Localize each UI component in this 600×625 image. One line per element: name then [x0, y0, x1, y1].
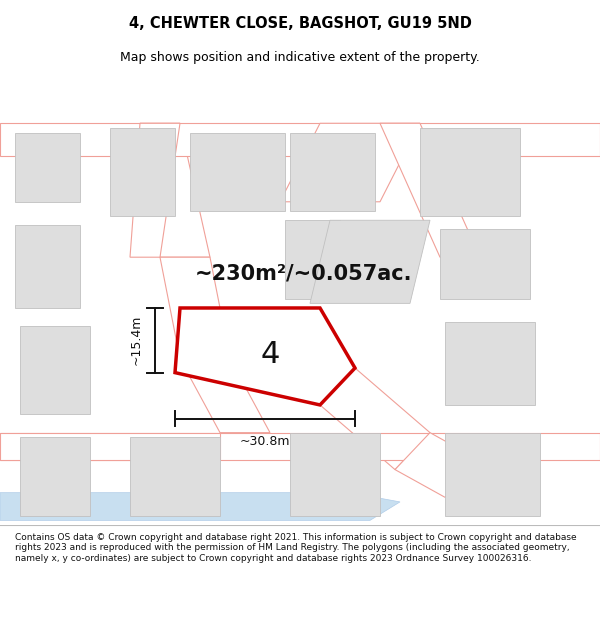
- Polygon shape: [180, 359, 270, 432]
- Polygon shape: [290, 432, 380, 516]
- Polygon shape: [285, 220, 340, 299]
- Polygon shape: [110, 128, 175, 216]
- Polygon shape: [130, 438, 220, 516]
- Text: 4: 4: [260, 339, 280, 369]
- Polygon shape: [440, 229, 530, 299]
- Polygon shape: [0, 492, 400, 521]
- Text: 4, CHEWTER CLOSE, BAGSHOT, GU19 5ND: 4, CHEWTER CLOSE, BAGSHOT, GU19 5ND: [128, 16, 472, 31]
- Polygon shape: [130, 123, 180, 258]
- Polygon shape: [0, 123, 600, 156]
- Text: Contains OS data © Crown copyright and database right 2021. This information is : Contains OS data © Crown copyright and d…: [15, 533, 577, 562]
- Polygon shape: [0, 432, 600, 461]
- Polygon shape: [160, 258, 230, 359]
- Polygon shape: [420, 128, 520, 216]
- Polygon shape: [320, 368, 430, 469]
- Text: ~230m²/~0.057ac.: ~230m²/~0.057ac.: [195, 264, 413, 284]
- Polygon shape: [310, 220, 430, 303]
- Polygon shape: [290, 132, 375, 211]
- Polygon shape: [15, 132, 80, 202]
- Polygon shape: [190, 132, 285, 211]
- Polygon shape: [380, 123, 480, 258]
- Polygon shape: [20, 438, 90, 516]
- Polygon shape: [140, 123, 210, 258]
- Polygon shape: [15, 225, 80, 308]
- Text: ~30.8m: ~30.8m: [240, 436, 290, 448]
- Polygon shape: [20, 326, 90, 414]
- Polygon shape: [445, 322, 535, 405]
- Polygon shape: [445, 432, 540, 516]
- Text: Map shows position and indicative extent of the property.: Map shows position and indicative extent…: [120, 51, 480, 64]
- Polygon shape: [280, 123, 420, 202]
- Polygon shape: [175, 308, 355, 405]
- Polygon shape: [395, 432, 480, 498]
- Polygon shape: [0, 432, 220, 461]
- Text: ~15.4m: ~15.4m: [130, 315, 143, 366]
